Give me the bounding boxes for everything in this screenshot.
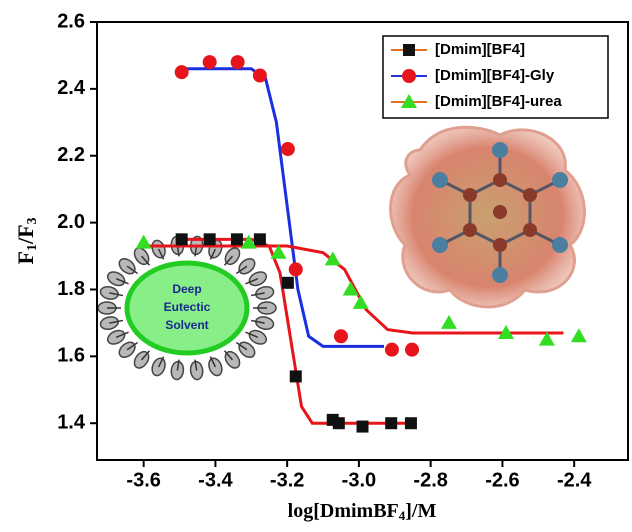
y-tick-label: 2.2: [57, 144, 85, 166]
marker-circle: [252, 68, 267, 83]
surfactant-tail: [250, 292, 265, 297]
marker-triangle: [324, 251, 341, 266]
micelle-inset: [97, 235, 277, 381]
surfactant-tail: [115, 278, 129, 285]
marker-triangle: [570, 328, 587, 343]
marker-square: [175, 233, 188, 246]
marker-circle: [333, 329, 348, 344]
inset-text: Eutectic: [164, 300, 211, 314]
surfactant-tail: [126, 341, 139, 351]
surfactant-tail: [209, 356, 217, 368]
marker-circle: [230, 55, 245, 70]
marker-square: [356, 420, 369, 433]
marker-circle: [174, 65, 189, 80]
surfactant-tail: [157, 356, 165, 368]
core: [124, 260, 250, 356]
surfactant-tail: [109, 319, 124, 324]
x-tick-label: -2.8: [413, 469, 447, 491]
surfactant-tail: [140, 350, 151, 361]
surfactant-tail: [109, 292, 124, 297]
marker-square: [253, 233, 266, 246]
x-tick-label: -2.4: [557, 469, 592, 491]
surfactant-tail: [157, 248, 165, 260]
x-tick-label: -3.0: [342, 469, 376, 491]
marker-square: [385, 417, 398, 430]
marker-square: [403, 44, 415, 56]
x-tick-label: -2.6: [485, 469, 519, 491]
marker-circle: [280, 142, 295, 157]
marker-triangle: [498, 324, 515, 339]
inset-text: Deep: [172, 282, 201, 296]
marker-triangle: [342, 281, 359, 296]
marker-circle: [202, 55, 217, 70]
x-tick-label: -3.6: [126, 469, 160, 491]
legend-label: [Dmim][BF4]: [435, 41, 525, 58]
molecule-inset: [389, 125, 586, 309]
surfactant-tail: [235, 341, 248, 351]
y-tick-label: 1.6: [57, 345, 85, 367]
marker-square: [281, 276, 294, 289]
surfactant-tail: [245, 331, 259, 338]
marker-triangle: [240, 234, 257, 249]
marker-triangle: [270, 244, 287, 259]
surfactant-tail: [176, 359, 180, 371]
marker-circle: [405, 342, 420, 357]
surfactant-tail: [115, 331, 129, 338]
y-axis-label: F1/F3: [13, 217, 40, 264]
surfactant-tail: [245, 278, 259, 285]
x-axis-label: log[DmimBF4]/M: [288, 500, 437, 523]
y-tick-label: 1.4: [57, 412, 86, 434]
marker-triangle: [401, 94, 417, 108]
surfactant-tail: [223, 255, 234, 266]
surfactant-tail: [126, 265, 139, 275]
surfactant-tail: [250, 319, 265, 324]
y-tick-label: 2.4: [57, 77, 86, 99]
surfactant-tail: [194, 359, 198, 371]
y-tick-label: 2.0: [57, 211, 85, 233]
marker-square: [404, 417, 417, 430]
x-tick-label: -3.4: [198, 469, 233, 491]
surfactant-tail: [235, 265, 248, 275]
marker-triangle: [538, 331, 555, 346]
marker-circle: [402, 69, 416, 83]
legend-label: [Dmim][BF4]-Gly: [435, 67, 555, 84]
marker-triangle: [135, 234, 152, 249]
marker-square: [203, 233, 216, 246]
x-tick-label: -3.2: [270, 469, 304, 491]
y-tick-label: 2.6: [57, 10, 85, 32]
marker-circle: [288, 262, 303, 277]
marker-circle: [384, 342, 399, 357]
fit-line: [143, 244, 564, 335]
marker-square: [230, 233, 243, 246]
surfactant-tail: [140, 255, 151, 266]
marker-square: [332, 417, 345, 430]
surfactant-tail: [223, 350, 234, 361]
marker-square: [289, 370, 302, 383]
plot-frame: [96, 21, 629, 461]
surfactant-tail: [209, 248, 217, 260]
marker-triangle: [352, 294, 369, 309]
inset-text: Solvent: [165, 318, 208, 332]
marker-triangle: [440, 314, 457, 329]
y-tick-label: 1.8: [57, 278, 85, 300]
legend-label: [Dmim][BF4]-urea: [435, 93, 562, 110]
